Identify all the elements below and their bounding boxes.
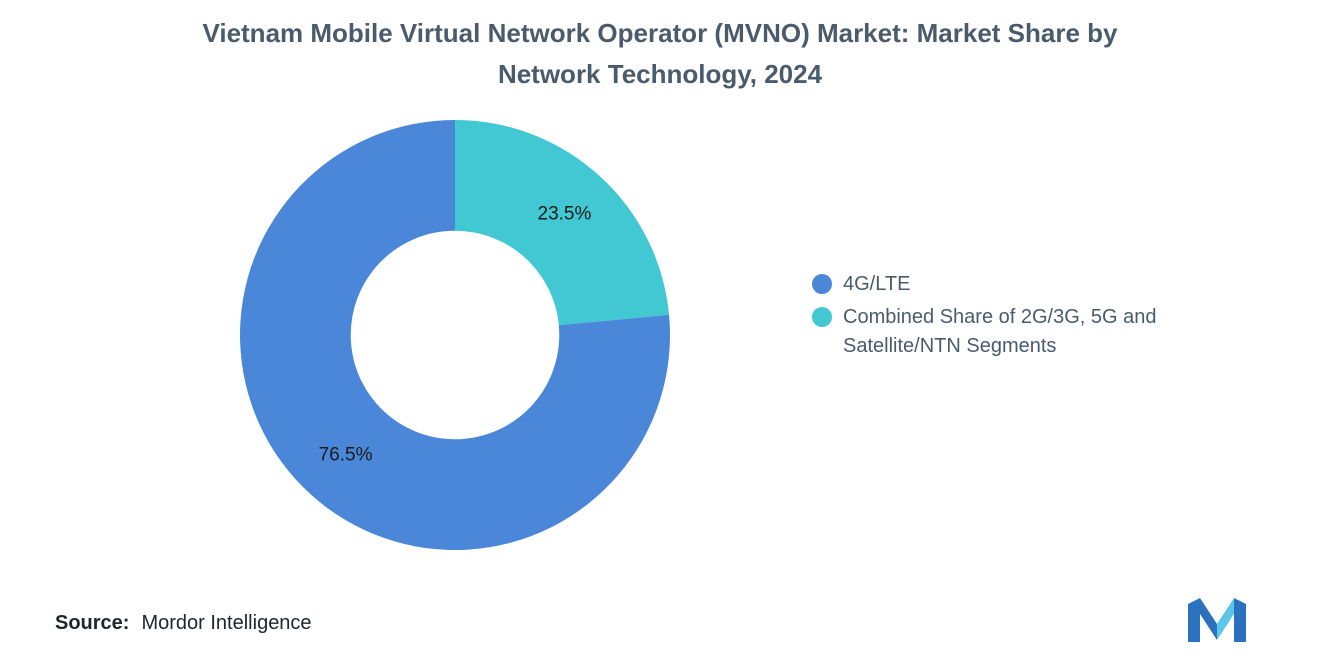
legend-label: Combined Share of 2G/3G, 5G and Satellit… bbox=[843, 306, 1157, 357]
chart-title: Vietnam Mobile Virtual Network Operator … bbox=[0, 13, 1320, 95]
legend-item-combined-share-of: Combined Share of 2G/3G, 5G and Satellit… bbox=[812, 303, 1211, 361]
legend: 4G/LTE Combined Share of 2G/3G, 5G and Sa… bbox=[812, 270, 1211, 361]
legend-swatch bbox=[812, 307, 832, 327]
source-value: Mordor Intelligence bbox=[141, 612, 312, 634]
mordor-intelligence-logo bbox=[1188, 598, 1246, 642]
source-line: Source: Mordor Intelligence bbox=[55, 612, 312, 635]
pie-slice-combined-share-of bbox=[455, 120, 670, 326]
source-label: Source: bbox=[55, 612, 130, 634]
legend-label: 4G/LTE bbox=[843, 273, 911, 295]
data-label-combined-share-of: 23.5% bbox=[538, 204, 592, 225]
chart-title-line2: Network Technology, 2024 bbox=[497, 59, 823, 89]
pie-slice-4g-lte bbox=[240, 120, 670, 550]
donut-chart: 76.5% 23.5% bbox=[225, 105, 685, 565]
data-label-4g-lte: 76.5% bbox=[319, 444, 373, 465]
donut-chart-svg: 76.5% 23.5% bbox=[240, 120, 670, 550]
legend-swatch bbox=[812, 274, 832, 294]
chart-title-line1: Vietnam Mobile Virtual Network Operator … bbox=[202, 18, 1118, 48]
legend-item-4g-lte: 4G/LTE bbox=[812, 270, 1211, 299]
